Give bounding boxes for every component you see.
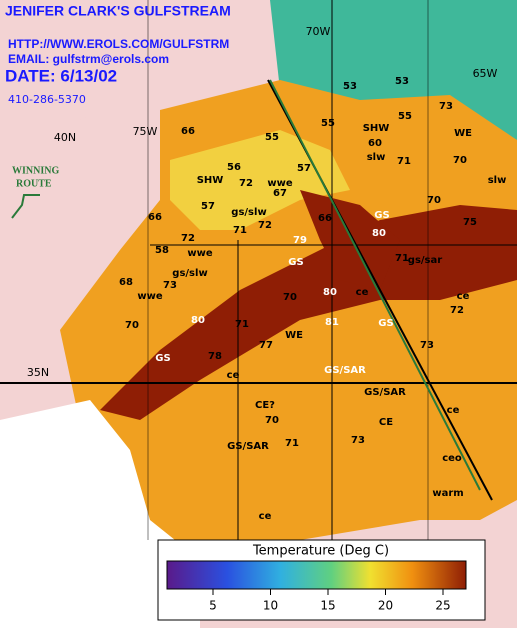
url: HTTP://WWW.EROLS.COM/GULFSTRM [8, 37, 229, 51]
colorbar [166, 560, 467, 590]
route-label: WINNING [12, 165, 59, 176]
map-label: 80 [372, 228, 386, 239]
map-label: GS [374, 210, 389, 221]
title: JENIFER CLARK'S GULFSTREAM [5, 3, 231, 19]
map-label: gs/slw [231, 207, 266, 218]
gulf-stream-meander [300, 190, 400, 290]
map-label: 53 [343, 81, 357, 92]
grid-label: 35N [27, 366, 49, 379]
map-label: 80 [323, 287, 337, 298]
map-label: SHW [363, 123, 390, 134]
land [40, 40, 130, 120]
phone: 410-286-5370 [8, 93, 86, 106]
map-label: 71 [285, 438, 299, 449]
map-label: gs/slw [172, 268, 207, 279]
map-label: 78 [208, 351, 222, 362]
map-label: WE [454, 128, 472, 139]
route-icon [11, 194, 40, 219]
map-label: 55 [265, 132, 279, 143]
map-label: CE? [255, 400, 275, 411]
map-label: GS/SAR [324, 365, 366, 376]
map-label: 57 [201, 201, 215, 212]
map-label: 55 [398, 111, 412, 122]
colorbar-tick-label: 10 [263, 599, 278, 613]
map-label: GS [155, 353, 170, 364]
grid [0, 0, 517, 540]
colorbar-tick-label: 20 [378, 599, 393, 613]
map-label: 73 [420, 340, 434, 351]
map-label: 73 [351, 435, 365, 446]
map-label: WE [285, 330, 303, 341]
map-label: SHW [197, 175, 224, 186]
grid-label: 40N [54, 131, 76, 144]
map-label: 53 [395, 76, 409, 87]
gulf-stream [100, 205, 517, 420]
colorbar-tick-label: 5 [209, 599, 217, 613]
map-label: warm [432, 488, 463, 499]
map-label: 77 [259, 340, 273, 351]
map-label: 70 [125, 320, 139, 331]
map-label: CE [379, 417, 393, 428]
map-label: ce [259, 511, 272, 522]
grid-label: 70W [306, 25, 331, 38]
map-label: gs/sar [408, 255, 442, 266]
map-label: wwe [187, 248, 212, 259]
map-label: 68 [119, 277, 133, 288]
map-label: 66 [148, 212, 162, 223]
map-label: wwe [137, 291, 162, 302]
map-label: 70 [453, 155, 467, 166]
route-label: ROUTE [16, 178, 52, 189]
map-label: 57 [297, 163, 311, 174]
map-label: 71 [397, 156, 411, 167]
map-label: 72 [258, 220, 272, 231]
map-label: 60 [368, 138, 382, 149]
map-label: 72 [181, 233, 195, 244]
cloud [0, 400, 200, 628]
map-label: GS/SAR [227, 441, 269, 452]
colorbar-tick-label: 25 [435, 599, 450, 613]
map-label: 72 [450, 305, 464, 316]
map-label: 55 [321, 118, 335, 129]
grid-label: 65W [473, 67, 498, 80]
map-label: ce [227, 370, 240, 381]
map-label: 70 [283, 292, 297, 303]
map-label: GS [378, 318, 393, 329]
map-label: 66 [318, 213, 332, 224]
map-label: 81 [325, 317, 339, 328]
map-label: slw [367, 152, 386, 163]
course-line [269, 79, 481, 491]
map-label: slw [488, 175, 507, 186]
map-label: ce [457, 291, 470, 302]
email: EMAIL: gulfstrm@erols.com [8, 52, 169, 66]
map-label: ceo [442, 453, 462, 464]
map-label: 71 [395, 253, 409, 264]
map-label: ce [447, 405, 460, 416]
map-label: 75 [463, 217, 477, 228]
map-label: 56 [227, 162, 241, 173]
date: DATE: 6/13/02 [5, 66, 117, 85]
map-label: 71 [233, 225, 247, 236]
map-label: 66 [181, 126, 195, 137]
map-label: GS/SAR [364, 387, 406, 398]
shelf-water [170, 130, 350, 230]
map-label: 79 [293, 235, 307, 246]
grid-label: 75W [133, 125, 158, 138]
map-label: 70 [265, 415, 279, 426]
map-label: 73 [439, 101, 453, 112]
map-label: ce [356, 287, 369, 298]
map-label: GS [288, 257, 303, 268]
map-label: 67 [273, 188, 287, 199]
map-label: 70 [427, 195, 441, 206]
map-label: 58 [155, 245, 169, 256]
colorbar-tick-label: 15 [320, 599, 335, 613]
map-label: 80 [191, 315, 205, 326]
map-label: 73 [163, 280, 177, 291]
colorbar-title: Temperature (Deg C) [252, 544, 389, 559]
map-label: wwe [267, 178, 292, 189]
map-label: 72 [239, 178, 253, 189]
map-label: 71 [235, 319, 249, 330]
